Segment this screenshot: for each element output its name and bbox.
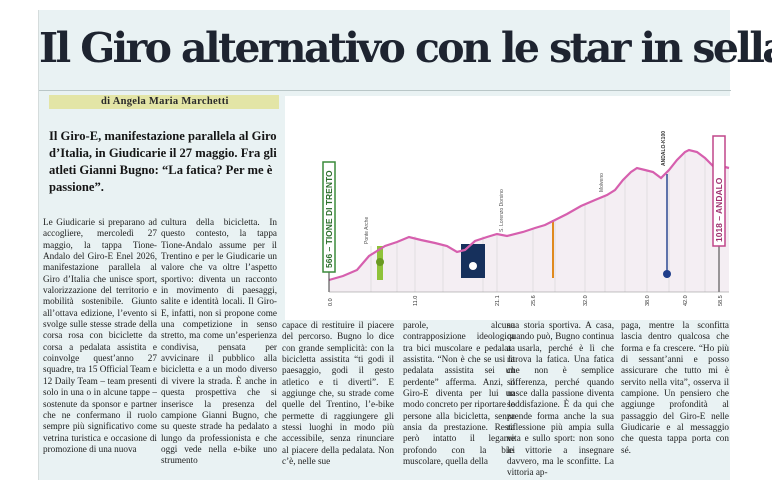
start-label: 566 – TIONE DI TRENTO <box>324 170 334 268</box>
km-label-21: 21.1 <box>495 295 501 306</box>
sprint-icon <box>376 258 384 266</box>
km-label-42: 42.0 <box>683 295 689 306</box>
km-label-32: 32.0 <box>583 295 589 306</box>
article-byline: di Angela Maria Marchetti <box>49 95 279 109</box>
km-label-25: 25.6 <box>531 295 537 306</box>
km-label-start: 0.0 <box>328 298 334 306</box>
place-ponte-arche: Ponte Arche <box>364 217 370 244</box>
place-andalo-k100: ANDALO-K100 <box>661 131 667 166</box>
article-column-3: capace di restituire il piacere del perc… <box>282 320 394 467</box>
summit-icon <box>663 270 671 278</box>
finish-flag <box>712 135 726 247</box>
profile-line <box>328 148 730 282</box>
newspaper-page: Il Giro alternativo con le star in sella… <box>38 10 772 480</box>
article-column-5: sua storia sportiva. A casa, quando può,… <box>507 320 614 478</box>
finish-label: 1018 – ANDALO <box>714 177 724 242</box>
km-label-38: 38.0 <box>645 295 651 306</box>
article-lead: Il Giro-E, manifestazione parallela al G… <box>49 129 277 194</box>
km-label-11: 11.0 <box>413 296 419 306</box>
place-san-lorenzo: S. Lorenzo Dorsino <box>499 189 505 232</box>
km-label-end: 58.5 <box>718 295 724 306</box>
article-column-4: parole, alcuna contrapposizione ideologi… <box>403 320 515 467</box>
article-headline: Il Giro alternativo con le star in sella <box>39 24 772 72</box>
article-column-2: cultura della bicicletta. In questo cont… <box>161 217 277 466</box>
stage-profile-chart: 566 – TIONE DI TRENTO 1018 – ANDALO Pont… <box>322 131 730 306</box>
profile-area <box>329 150 729 292</box>
climb-icon <box>469 262 477 270</box>
start-flag <box>322 161 336 273</box>
place-molveno: Molveno <box>599 173 605 192</box>
headline-divider <box>39 90 731 91</box>
article-column-6: paga, mentre la sconfitta lascia dentro … <box>621 320 729 455</box>
article-column-1: Le Giudicarie si preparano ad accogliere… <box>43 217 157 454</box>
stage-profile: 566 – TIONE DI TRENTO 1018 – ANDALO Pont… <box>285 96 732 320</box>
